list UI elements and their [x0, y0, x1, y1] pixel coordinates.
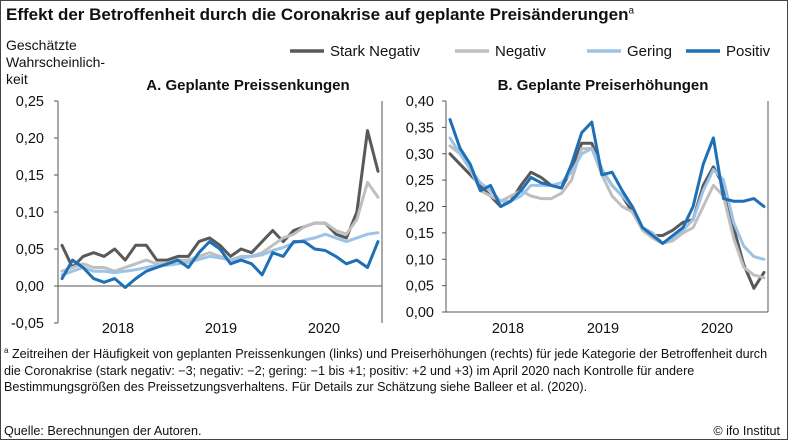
legend-label-positiv: Positiv: [726, 43, 771, 60]
x-tick-label: 2020: [701, 321, 733, 337]
x-tick-label: 2019: [587, 321, 619, 337]
legend: Stark Negativ Negativ Gering Positiv: [290, 43, 771, 60]
y-axis-label: Geschätzte Wahrscheinlich- keit: [6, 37, 105, 88]
series-line-positiv: [448, 118, 766, 245]
y-axis-label-line-1: Geschätzte: [6, 37, 77, 53]
series-line-stark-negativ: [60, 129, 380, 269]
figure-title-text: Effekt der Betroffenheit durch die Coron…: [6, 5, 629, 24]
title-footnote-marker: a: [628, 5, 635, 17]
footnote-text: Zeitreihen der Häufigkeit von geplanten …: [4, 347, 768, 395]
panel-title: B. Geplante Preiserhöhungen: [498, 77, 709, 94]
footnote: a Zeitreihen der Häufigkeit von geplante…: [4, 343, 784, 396]
legend-label-stark-negativ: Stark Negativ: [330, 43, 421, 60]
ifo-credit: © ifo Institut: [713, 424, 780, 438]
series-line-gering: [448, 136, 766, 261]
series-line-positiv: [60, 240, 380, 289]
source-note: Quelle: Berechnungen der Autoren.: [4, 424, 202, 438]
y-tick-label: 0,10: [16, 205, 44, 221]
y-tick-label: 0,40: [406, 94, 434, 110]
y-tick-label: 0,15: [406, 226, 434, 242]
x-tick-label: 2018: [492, 321, 524, 337]
y-tick-label: 0,00: [406, 305, 434, 321]
footnote-marker: a: [4, 346, 9, 355]
y-tick-label: 0,00: [16, 279, 44, 295]
y-tick-label: 0,25: [16, 94, 44, 110]
y-axis-label-line-3: keit: [6, 71, 28, 87]
y-tick-label: 0,35: [406, 120, 434, 136]
charts-canvas: Stark Negativ Negativ Gering Positiv A. Gep…: [11, 43, 771, 337]
y-tick-label: 0,05: [406, 279, 434, 295]
x-tick-label: 2018: [102, 321, 134, 337]
y-tick-label: 0,15: [16, 168, 44, 184]
y-tick-label: 0,20: [16, 131, 44, 147]
y-axis-label-line-2: Wahrscheinlich-: [6, 54, 106, 70]
y-tick-label: 0,20: [406, 200, 434, 216]
y-tick-label: 0,10: [406, 252, 434, 268]
x-tick-label: 2020: [308, 321, 340, 337]
panel-a-chart: A. Geplante Preissenkungen -0,05 0,00 0,05 0…: [11, 77, 383, 337]
x-tick-label: 2019: [205, 321, 237, 337]
y-tick-label: -0,05: [11, 316, 44, 332]
series-line-gering: [60, 231, 380, 277]
panel-title: A. Geplante Preissenkungen: [146, 77, 349, 94]
y-tick-label: 0,30: [406, 147, 434, 163]
panel-b-chart: B. Geplante Preiserhöhungen 0,00 0,05 0,10 0…: [406, 77, 769, 337]
y-tick-label: 0,05: [16, 242, 44, 258]
legend-label-negativ: Negativ: [495, 43, 546, 60]
legend-label-gering: Gering: [627, 43, 672, 60]
y-tick-label: 0,25: [406, 173, 434, 189]
figure-title: Effekt der Betroffenheit durch die Coron…: [6, 5, 634, 25]
